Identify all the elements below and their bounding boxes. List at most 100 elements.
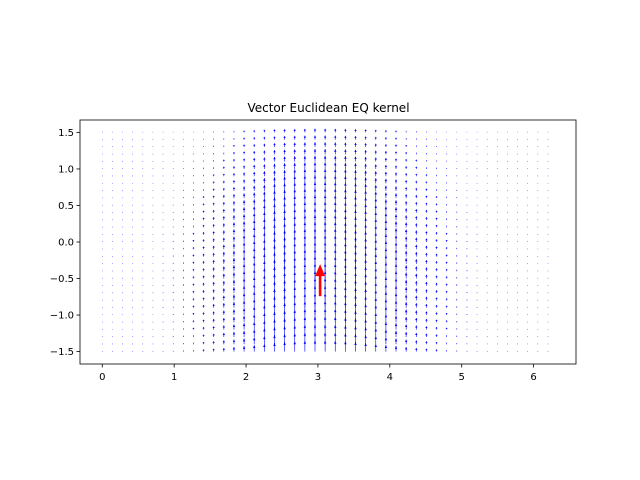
field-arrow (394, 323, 398, 330)
field-arrow (242, 228, 246, 235)
field-arrow (222, 173, 226, 177)
field-arrow (232, 347, 236, 352)
field-arrow (242, 249, 246, 257)
field-arrow (415, 310, 418, 316)
field-arrow (192, 283, 195, 286)
field-arrow (404, 194, 408, 199)
field-arrow (273, 177, 276, 184)
field-arrow (425, 245, 428, 250)
field-arrow (232, 257, 236, 264)
field-arrow (374, 136, 377, 140)
field-arrow (242, 186, 246, 191)
field-arrow (334, 135, 337, 140)
y-tick-label: 0.5 (58, 201, 74, 212)
field-arrow (293, 142, 296, 148)
field-arrow (263, 191, 266, 199)
field-arrow (293, 169, 296, 177)
field-arrow (313, 162, 317, 169)
field-arrow (222, 288, 226, 294)
field-arrow (253, 206, 256, 213)
x-tick-label: 5 (459, 372, 465, 383)
field-arrow (253, 199, 256, 206)
field-arrow (435, 268, 438, 272)
field-arrow (202, 349, 205, 352)
field-arrow (293, 128, 296, 133)
field-arrow (364, 143, 367, 148)
field-arrow (202, 304, 205, 308)
field-arrow (212, 260, 215, 264)
field-arrow (222, 180, 226, 184)
field-arrow (415, 244, 418, 250)
field-arrow (425, 304, 428, 308)
field-arrow (394, 137, 398, 140)
field-arrow (404, 201, 408, 206)
field-arrow (293, 162, 296, 169)
field-arrow (435, 203, 438, 206)
field-arrow (334, 169, 337, 177)
field-arrow (212, 174, 215, 177)
field-arrow (374, 129, 377, 133)
field-arrow (242, 278, 246, 286)
field-arrow (313, 135, 317, 140)
field-arrow (404, 324, 408, 330)
field-arrow (425, 238, 428, 242)
field-arrow (212, 282, 215, 286)
field-arrow (435, 290, 438, 294)
field-arrow (313, 128, 317, 133)
field-arrow (242, 158, 246, 162)
field-arrow (253, 158, 256, 162)
field-arrow (384, 314, 388, 323)
field-arrow (415, 202, 418, 206)
field-arrow (415, 288, 418, 294)
field-arrow (364, 177, 367, 184)
source-arrow (315, 264, 326, 297)
field-arrow (263, 336, 266, 345)
field-arrow (212, 311, 215, 316)
field-arrow (384, 164, 388, 169)
field-arrow (293, 182, 296, 191)
field-arrow (263, 184, 266, 191)
field-arrow (435, 196, 438, 199)
field-arrow (404, 257, 408, 264)
field-arrow (253, 137, 256, 140)
field-arrow (232, 215, 236, 221)
field-arrow (293, 156, 296, 162)
field-arrow (212, 289, 215, 294)
field-arrow (394, 300, 398, 308)
field-arrow (232, 159, 236, 162)
field-arrow (374, 191, 377, 199)
field-arrow (394, 207, 398, 213)
field-arrow (425, 188, 428, 191)
field-arrow (283, 183, 286, 191)
field-arrow (273, 143, 276, 148)
field-arrow (425, 289, 428, 294)
field-arrow (404, 294, 408, 301)
field-arrow (263, 157, 266, 162)
field-arrow (435, 239, 438, 242)
field-arrow (212, 274, 215, 279)
field-arrow (384, 130, 388, 133)
field-arrow (404, 272, 408, 279)
field-arrow (242, 179, 246, 184)
field-arrow (384, 144, 388, 148)
field-arrow (394, 214, 398, 221)
field-arrow (394, 263, 398, 272)
field-arrow (445, 283, 448, 286)
field-arrow (263, 205, 266, 213)
field-arrow (222, 216, 226, 221)
field-arrow (192, 305, 195, 308)
field-arrow (374, 211, 377, 221)
field-arrow (212, 238, 215, 242)
field-arrow (253, 171, 256, 177)
field-arrow (425, 333, 428, 337)
field-arrow (435, 275, 438, 279)
field-arrow (202, 246, 205, 250)
field-arrow (212, 188, 215, 191)
field-arrow (404, 339, 408, 345)
field-arrow (222, 347, 226, 352)
x-tick-label: 1 (171, 372, 177, 383)
field-arrow (364, 163, 367, 169)
field-arrow (354, 163, 357, 169)
field-arrow (222, 259, 226, 264)
field-arrow (263, 328, 266, 337)
